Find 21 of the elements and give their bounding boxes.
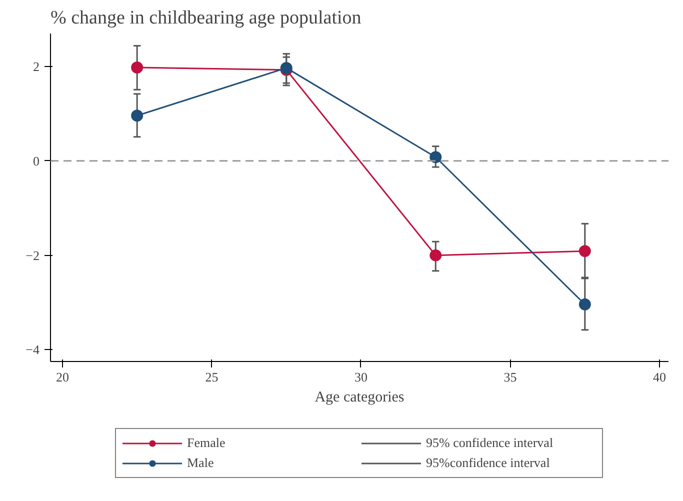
y-tick-label: −4 [26, 342, 40, 358]
text: 95% confidence interval [426, 435, 554, 451]
x-axis-title: Age categories [314, 390, 404, 406]
y-tick-label: 0 [33, 153, 40, 168]
point [578, 245, 591, 258]
point [131, 61, 144, 74]
x-tick-label: 35 [504, 370, 517, 384]
text: 95%confidence interval [426, 455, 551, 471]
point [430, 249, 442, 262]
y-tick-label: −2 [26, 248, 40, 263]
point [430, 151, 442, 164]
point [578, 298, 591, 310]
legend-label: Male [187, 455, 215, 471]
x-tick-label: 40 [653, 370, 666, 384]
x-tick-label: 25 [205, 370, 218, 384]
y-tick-label: 2 [33, 59, 40, 74]
x-tick-label: 20 [56, 370, 69, 384]
point [131, 110, 144, 122]
legend-label: Female [187, 435, 226, 451]
x-tick-label: 30 [354, 370, 368, 384]
chart-title: % change in childbearing age population [50, 8, 362, 28]
